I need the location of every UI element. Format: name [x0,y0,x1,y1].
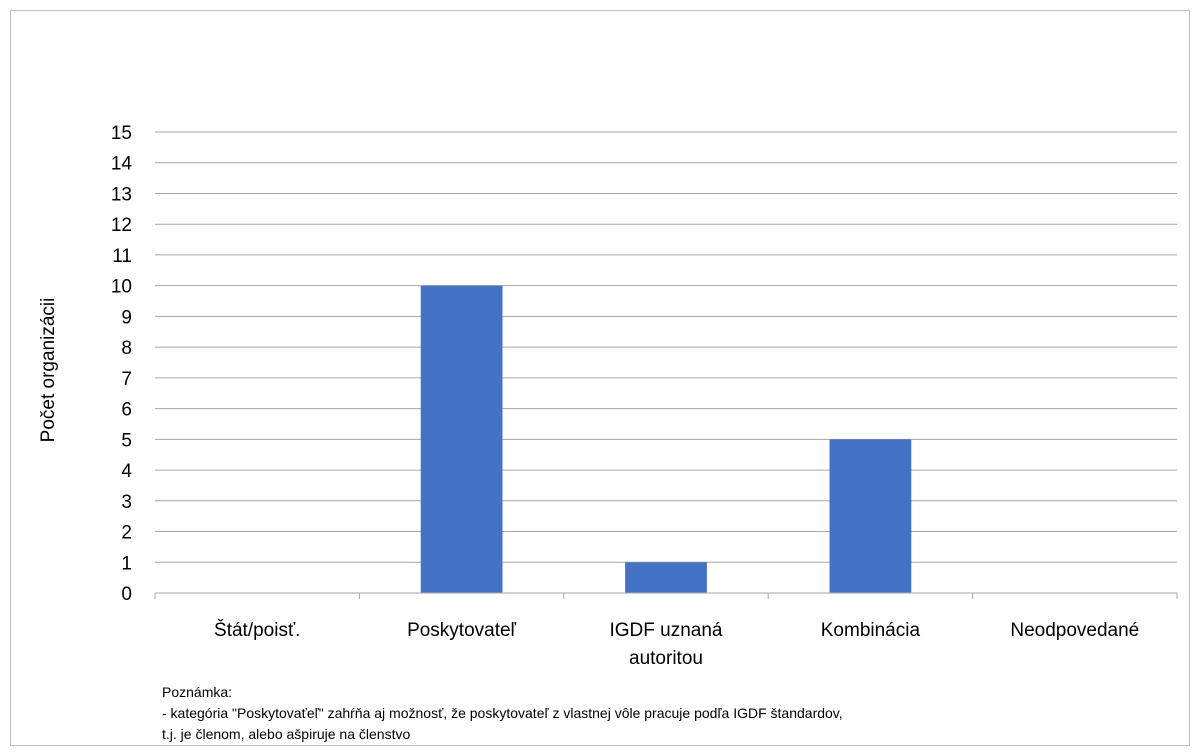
y-tick-label: 13 [111,184,132,205]
x-category-label: Poskytovateľ [407,620,516,641]
y-tick-label: 12 [111,215,132,236]
bar [625,562,707,593]
y-tick-label: 2 [121,523,132,544]
x-category-labels: Štát/poisť. Poskytovateľ IGDF uznaná autori… [214,619,1139,669]
y-tick-label: 8 [121,338,132,359]
y-tick-label: 5 [121,430,132,451]
y-tick-label: 1 [121,553,132,574]
y-tick-label: 15 [111,123,132,144]
x-category-label: Neodpovedané [1010,620,1139,641]
note-line-2: t.j. je členom, alebo ašpiruje na členst… [162,726,411,742]
bar [829,439,912,593]
y-tick-label: 6 [121,400,132,421]
y-tick-label: 4 [121,461,132,482]
chart-note: Poznámka: - kategória "Poskytovaťeľ" zah… [162,682,843,745]
bar [420,285,503,593]
y-tick-label: 10 [111,277,132,298]
x-category-label: Kombinácia [821,620,921,641]
x-category-label: IGDF uznaná autoritou [610,620,723,669]
y-tick-label: 0 [121,584,132,605]
y-tick-label: 7 [121,369,132,390]
note-heading: Poznámka: [162,684,233,700]
axes [154,592,1178,599]
y-tick-label: 9 [121,307,132,328]
gridlines [155,131,1177,563]
note-line-1: - kategória "Poskytovaťeľ" zahŕňa aj mož… [162,705,843,721]
y-tick-label: 3 [121,492,132,513]
y-tick-label: 14 [111,154,133,175]
x-category-label: Štát/poisť. [214,619,300,641]
bars [420,285,912,593]
y-tick-label: 11 [112,246,132,267]
y-axis-label: Počet organizácii [38,298,59,443]
